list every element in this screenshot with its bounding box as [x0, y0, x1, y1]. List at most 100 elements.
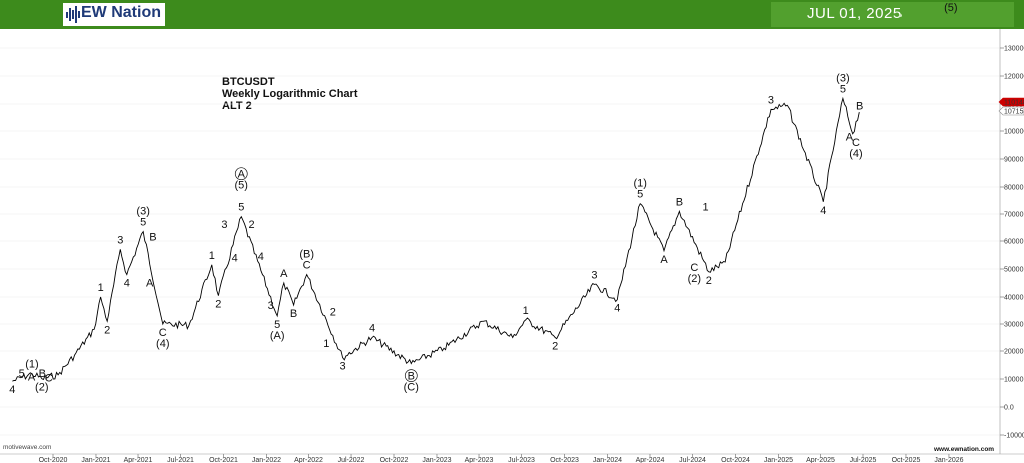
wave-label: B [408, 371, 415, 383]
wave-label: 2 [552, 341, 558, 353]
x-tick-label: Jul-2023 [508, 457, 535, 463]
y-tick-label: 50000 [1004, 267, 1024, 274]
wave-label: 3 [768, 94, 774, 106]
logo-bars-icon [66, 6, 80, 23]
wave-label: B [149, 232, 156, 244]
wave-label: A [280, 268, 288, 280]
wave-label: 1 [703, 202, 709, 214]
grid-layer [0, 47, 1000, 436]
price-label: 107153 [998, 106, 1024, 116]
wave-label: (2) [688, 273, 701, 285]
wave-label: 2 [104, 324, 110, 336]
wave-label: 4 [614, 303, 620, 315]
footer-left: motivewave.com [3, 444, 51, 451]
wave-label: C [159, 327, 167, 339]
wave-label: 5 [637, 189, 643, 201]
x-tick-label: Apr-2022 [294, 457, 323, 463]
logo-text: EW Nation [81, 4, 161, 21]
x-tick-label: Apr-2024 [636, 457, 665, 463]
x-axis-layer: Oct-2020 Jan-2021 Apr-2021 Jul-2021 Oct-2021… [39, 454, 964, 463]
wave-label: (A) [270, 330, 285, 342]
x-tick-label: Jan-2025 [764, 457, 793, 463]
y-tick-label: 70000 [1004, 212, 1024, 219]
wave-label: 1 [209, 250, 215, 262]
wave-label: A [146, 278, 154, 290]
wave-label: (4) [156, 338, 169, 350]
wave-label: (4) [849, 148, 862, 160]
chart-subtitle: Weekly Logarithmic Chart [222, 88, 358, 100]
wave-label: 5 [840, 83, 846, 95]
x-tick-label: Jan-2026 [934, 457, 963, 463]
y-tick-label: 10000 [1004, 377, 1024, 384]
wave-label: (1) [633, 178, 646, 190]
wave-label: 1 [323, 338, 329, 350]
chart-info: BTCUSDT Weekly Logarithmic Chart ALT 2 [222, 76, 358, 112]
wave-label: 1 [523, 305, 529, 317]
x-tick-label: Oct-2022 [380, 457, 409, 463]
y-tick-label: 130000 [1004, 46, 1024, 53]
wave-label: A [238, 169, 246, 181]
wave-label: C [45, 373, 53, 385]
x-tick-label: Apr-2025 [806, 457, 835, 463]
wave-label: C [303, 260, 311, 272]
x-tick-label: Jan-2022 [252, 457, 281, 463]
header-date: JUL 01, 2025 [807, 5, 902, 22]
x-tick-label: Oct-2020 [39, 457, 68, 463]
last-price-label: 110148 [998, 97, 1024, 107]
x-tick-label: Jul-2025 [850, 457, 877, 463]
wave-circle [404, 369, 418, 382]
y-tick-label: 90000 [1004, 157, 1024, 164]
x-tick-label: Apr-2023 [465, 457, 494, 463]
ew-nation-logo[interactable]: EW Nation [63, 3, 165, 26]
y-tick-label: 80000 [1004, 185, 1024, 192]
wave-circle [234, 167, 248, 181]
wave-label: 5 [238, 202, 244, 214]
wave-label: 3 [591, 269, 597, 281]
dot-icon [899, 14, 902, 17]
wave-label: B [856, 101, 863, 113]
wave-label: A [660, 254, 668, 266]
x-tick-label: Apr-2021 [124, 457, 153, 463]
price-label-text: 107153 [1004, 109, 1024, 116]
wave-label: (1) [25, 359, 38, 371]
x-tick-label: Jul-2021 [167, 457, 194, 463]
x-tick-label: Jul-2022 [338, 457, 365, 463]
y-tick-label: 40000 [1004, 295, 1024, 302]
wave-label: B [676, 196, 683, 208]
y-axis-layer: -10000 0.0 10000 20000 30000 40000 50000 60000 7… [998, 46, 1024, 440]
wave-label: (3) [136, 206, 149, 218]
wave-label: (C) [404, 382, 419, 394]
wave-label: 1 [98, 282, 104, 294]
wave-label: C [852, 137, 860, 149]
x-tick-label: Oct-2023 [550, 457, 579, 463]
x-tick-label: Oct-2024 [721, 457, 750, 463]
wave-label: 3 [117, 234, 123, 246]
x-tick-label: Oct-2021 [209, 457, 238, 463]
wave-label: 2 [215, 299, 221, 311]
y-tick-label: -10000 [1004, 433, 1024, 440]
wave-label: B [39, 368, 46, 380]
wave-label: 4 [820, 205, 826, 217]
wave-label: 2 [706, 275, 712, 287]
price-label-text: 110148 [1004, 100, 1024, 107]
header-bar: EW Nation JUL 01, 2025 [0, 0, 1024, 29]
x-tick-label: Jan-2024 [593, 457, 622, 463]
x-tick-label: Jan-2021 [81, 457, 110, 463]
wave-label: (2) [35, 382, 48, 394]
wave-label: 4 [369, 323, 375, 335]
x-tick-label: Jan-2023 [422, 457, 451, 463]
wave-label: C [690, 262, 698, 274]
price-series-line [12, 96, 860, 382]
wave-label: A [28, 372, 36, 384]
wave-label: 2 [330, 306, 336, 318]
wave-label: 3 [221, 219, 227, 231]
wave-label: 3 [340, 361, 346, 373]
wave-label: 5 [274, 319, 280, 331]
y-tick-label: 120000 [1004, 74, 1024, 81]
wave-label: 4 [9, 384, 15, 396]
wave-label: B [290, 308, 297, 320]
y-tick-label: 30000 [1004, 322, 1024, 329]
x-tick-label: Oct-2025 [892, 457, 921, 463]
